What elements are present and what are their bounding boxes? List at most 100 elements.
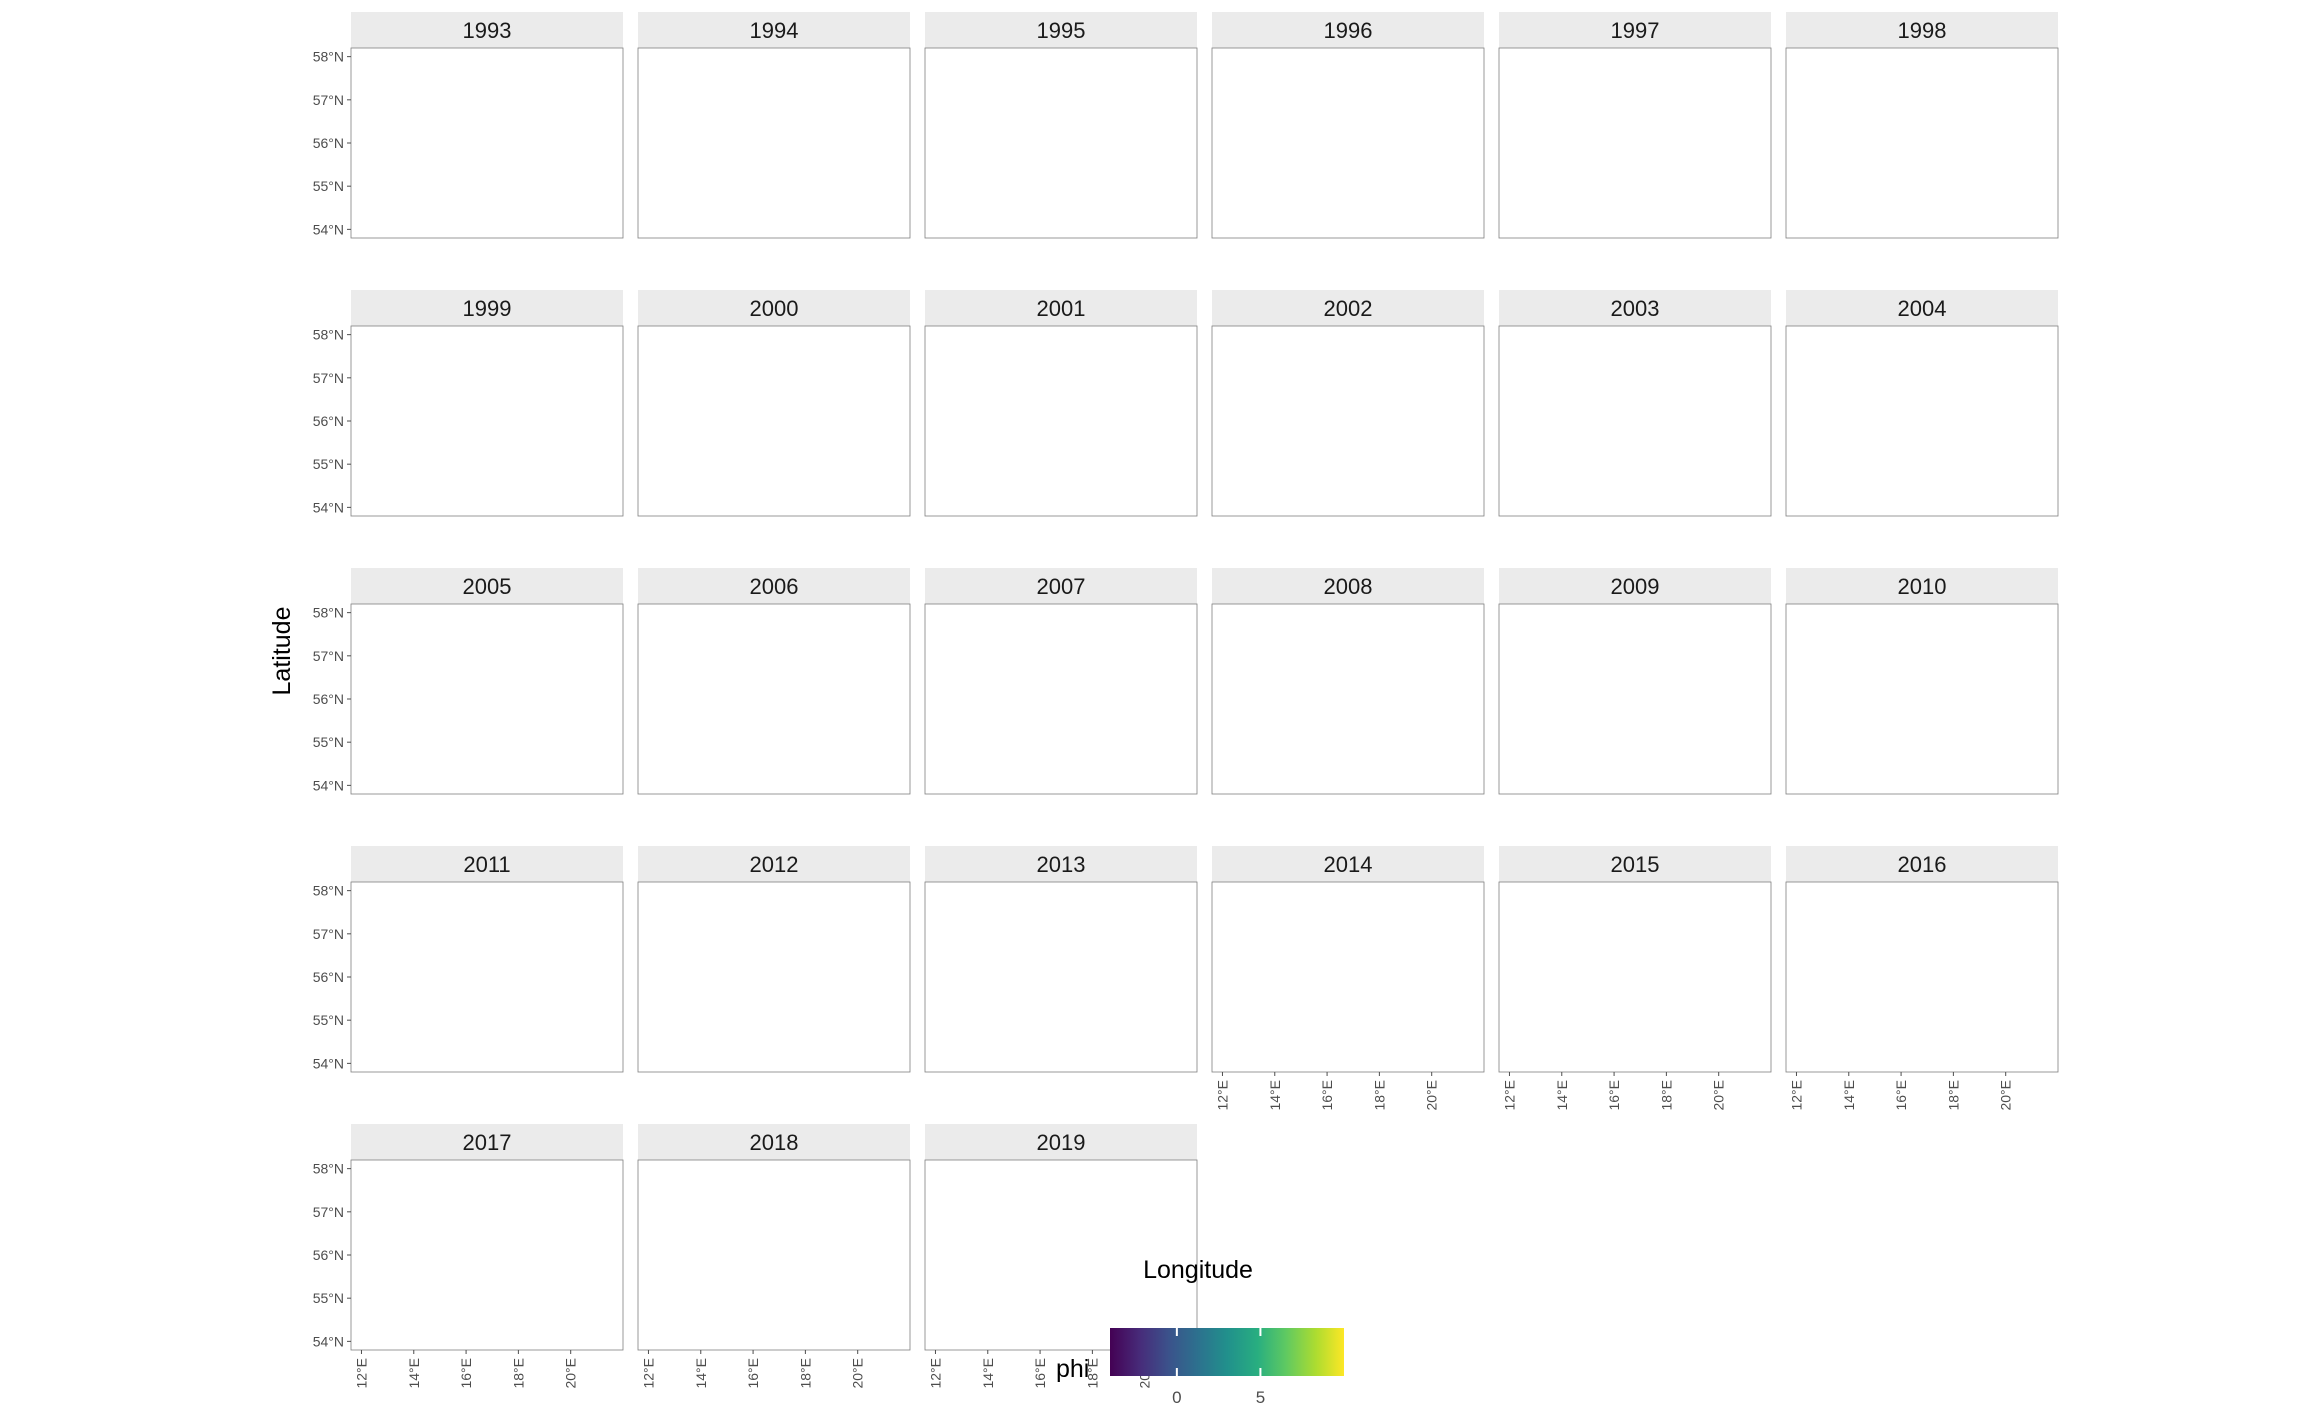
country-border (1457, 412, 1485, 449)
island-bornholm (432, 173, 444, 187)
island-gotland (1382, 619, 1398, 658)
facet-strip (1212, 290, 1484, 326)
coastline-sweden (362, 1160, 485, 1283)
island-gotland (1956, 897, 1972, 936)
country-border (1457, 690, 1485, 727)
x-tick-label: 12°E (640, 1358, 656, 1389)
country-border (596, 412, 624, 449)
coastline-sweden (362, 326, 485, 449)
island-gotland (808, 341, 824, 380)
phi-raster (638, 1160, 910, 1350)
island-bornholm (1580, 1007, 1592, 1021)
map-area (925, 882, 1197, 1072)
facet-panel-1994: 1994 (637, 12, 911, 239)
map-area (1499, 604, 1771, 794)
island-bornholm (432, 451, 444, 465)
y-tick-label: 54°N (313, 1333, 344, 1349)
phi-raster (351, 604, 623, 794)
facet-panel-1998: 1998 (1783, 12, 2059, 239)
country-border (2031, 690, 2059, 727)
land-background (1499, 604, 1771, 794)
x-tick-label: 12°E (353, 1358, 369, 1389)
coastline-sweden (1797, 882, 1920, 1005)
facet-strip (638, 12, 910, 48)
country-border (943, 492, 948, 516)
panel-border (1498, 47, 1772, 239)
country-border (1744, 968, 1772, 1005)
facet-panel-2007: 2007 (924, 568, 1199, 795)
facet-title: 2017 (463, 1130, 512, 1155)
phi-raster (1212, 48, 1486, 238)
coastline-sweden (936, 48, 1059, 171)
island-bornholm (1293, 1007, 1305, 1021)
country-border (1804, 770, 1809, 794)
coastline (933, 895, 1192, 1066)
island-oland (765, 641, 781, 691)
facet-title: 1997 (1611, 18, 1660, 43)
panel-border (637, 325, 911, 517)
country-border (1106, 1323, 1198, 1324)
coastline-sweden (936, 1160, 1059, 1283)
land-background (925, 604, 1197, 794)
y-tick-label: 56°N (313, 1247, 344, 1263)
country-border (1851, 785, 1854, 794)
country-border (1172, 1208, 1197, 1234)
facet-strip (638, 568, 910, 604)
coastline (1507, 61, 1766, 232)
country-border (703, 229, 706, 238)
facet-title: 1994 (750, 18, 799, 43)
facet-title: 2019 (1037, 1130, 1086, 1155)
country-border (703, 507, 706, 516)
coastline (646, 61, 905, 232)
phi-raster (925, 604, 1199, 794)
country-border (416, 507, 419, 516)
y-axis-title: Latitude (268, 607, 296, 696)
y-tick-label: 55°N (313, 178, 344, 194)
country-border (1851, 507, 1854, 516)
country-border (2031, 412, 2059, 449)
x-tick-label: 14°E (1267, 1080, 1283, 1111)
land-background (1212, 326, 1484, 516)
map-area (925, 1160, 1197, 1350)
phi-raster (1783, 48, 2058, 238)
facet-title: 2006 (750, 574, 799, 599)
coastline (646, 339, 905, 510)
island-gotland (1095, 341, 1111, 380)
country-border (1170, 134, 1198, 171)
country-border (1457, 968, 1485, 1005)
country-border (1459, 930, 1484, 956)
x-tick-label: 14°E (1554, 1080, 1570, 1111)
facet-strip (351, 290, 623, 326)
phi-raster (925, 882, 1197, 1072)
y-tick-label: 55°N (313, 1290, 344, 1306)
facet-panel-2017: 2017 58°N 57°N 56°N 55°N 54°N 12°E 14°E 16°E 18°E… (313, 1124, 624, 1389)
island-oland (765, 363, 781, 413)
coastline-sweden (1510, 48, 1633, 171)
island-oland (765, 85, 781, 135)
coastline (646, 617, 905, 788)
island-bornholm (719, 451, 731, 465)
map-area (925, 604, 1199, 794)
facet-title: 2005 (463, 574, 512, 599)
island-oland (765, 919, 781, 969)
facet-title: 2014 (1324, 852, 1373, 877)
panel-border (350, 603, 624, 795)
x-axis-title: Longitude (1143, 1256, 1253, 1284)
map-area (1212, 326, 1484, 516)
coastline (1220, 895, 1479, 1066)
x-tick-label: 16°E (1032, 1358, 1048, 1389)
x-tick-label: 14°E (1841, 1080, 1857, 1111)
country-border (885, 1208, 910, 1234)
y-tick-label: 54°N (313, 499, 344, 515)
country-border (1170, 968, 1198, 1005)
panel-border (350, 1159, 624, 1351)
island-gotland (1669, 341, 1685, 380)
facet-strip (351, 568, 623, 604)
coastline (1507, 339, 1766, 510)
panel-border (1785, 325, 2059, 517)
coastline-sweden (649, 326, 772, 449)
country-border (656, 492, 661, 516)
x-tick-label: 18°E (1371, 1080, 1387, 1111)
land-background (925, 326, 1197, 516)
y-tick-label: 57°N (313, 370, 344, 386)
